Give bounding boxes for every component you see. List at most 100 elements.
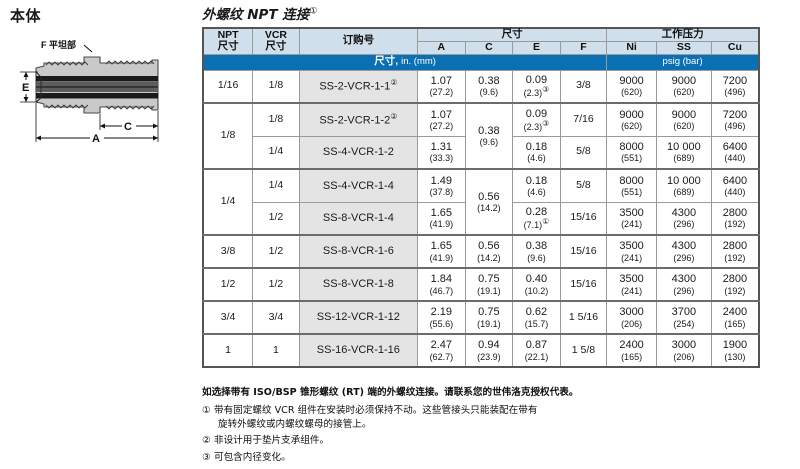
cell-pressure-ss: 9000 (620) (655, 69, 712, 104)
fitting-diagram: F 平坦部 (20, 39, 159, 144)
th-dim-c: C (464, 40, 514, 55)
cell-dim-c: 0.94 (23.9) (464, 333, 514, 368)
cell-pressure-cu: 2400 (165) (710, 300, 760, 335)
header-row-1: NPT 尺寸 VCR 尺寸 订购号 尺寸 工作压力 (202, 27, 760, 55)
cell-dim-e: 0.09 (2.3)③ (512, 102, 561, 137)
cell-dim-c: 0.38 (9.6) (464, 102, 514, 170)
cell-dim-a: 2.47 (62.7) (417, 333, 466, 368)
th-dimensions-group: 尺寸 (417, 27, 608, 42)
table-title: 外螺纹 NPT 连接① (202, 3, 317, 24)
cell-pressure-cu: 7200 (496) (710, 102, 760, 137)
th-dim-e: E (512, 40, 561, 55)
dimension-e: E (20, 71, 38, 103)
cell-dim-c: 0.75 (19.1) (464, 267, 514, 302)
page-title: 本体 (10, 7, 42, 25)
th-vcr-size: VCR 尺寸 (252, 27, 300, 55)
cell-dim-a: 1.07 (27.2) (417, 102, 466, 137)
cell-dim-f: 5/8 (559, 168, 608, 203)
diagram-label-a: A (92, 133, 100, 144)
cell-order-number: SS-4-VCR-1-2 (298, 135, 419, 170)
cell-vcr-size: 1/2 (252, 201, 300, 236)
table-title-text: 外螺纹 NPT 连接 (202, 7, 310, 23)
footnote-mark: ③ (202, 451, 211, 463)
table-row: 1/16 1/8 SS-2-VCR-1-1② 1.07 (27.2) 0.38 (9.6) 0… (202, 69, 760, 104)
cell-npt-size: 1/16 (202, 69, 254, 104)
cell-vcr-size: 1 (252, 333, 300, 368)
cell-dim-e: 0.38 (9.6) (512, 234, 561, 269)
cell-dim-a: 1.31 (33.3) (417, 135, 466, 170)
diagram-label-e: E (22, 82, 29, 94)
footnote-mark: ② (202, 435, 211, 447)
table-header: NPT 尺寸 VCR 尺寸 订购号 尺寸 工作压力 A C E F (202, 27, 760, 71)
cell-pressure-ss: 10 000 (689) (655, 168, 712, 203)
cell-order-number: SS-16-VCR-1-16 (298, 333, 419, 368)
cell-pressure-ss: 10 000 (689) (655, 135, 712, 170)
cell-dim-a: 1.84 (46.7) (417, 267, 466, 302)
cell-dim-f: 15/16 (559, 201, 608, 236)
footnote-text: 带有固定螺纹 VCR 组件在安装时必须保持不动。这些管接头只能装配在带有 旋转外螺… (214, 404, 538, 430)
th-vcr-size-line2: 尺寸 (265, 40, 287, 53)
cell-npt-size: 1/8 (202, 102, 254, 170)
cell-pressure-ss: 4300 (296) (655, 267, 712, 302)
th-order-number: 订购号 (298, 27, 419, 55)
cell-dim-c: 0.56 (14.2) (464, 168, 514, 236)
cell-order-number: SS-8-VCR-1-4 (298, 201, 419, 236)
footnote-lead: 如选择带有 ISO/BSP 锥形螺纹 (RT) 端的外螺纹连接。请联系您的世伟洛… (202, 387, 579, 398)
cell-dim-a: 1.49 (37.8) (417, 168, 466, 203)
cell-pressure-ss: 4300 (296) (655, 234, 712, 269)
footnote-text: 非设计用于垫片支承组件。 (214, 435, 330, 447)
cell-pressure-cu: 2800 (192) (710, 267, 760, 302)
cell-order-number: SS-2-VCR-1-2② (298, 102, 419, 137)
th-npt-size-line2: 尺寸 (217, 40, 239, 53)
cell-pressure-ni: 9000 (620) (606, 102, 657, 137)
cell-pressure-cu: 6400 (440) (710, 168, 760, 203)
dimension-a: A (35, 103, 159, 144)
footnote-text: 可包含内径变化。 (214, 451, 291, 463)
cell-vcr-size: 1/4 (252, 135, 300, 170)
cell-dim-f: 15/16 (559, 267, 608, 302)
th-pressure-ss: SS (655, 40, 712, 55)
table-row: 1 1 SS-16-VCR-1-16 2.47 (62.7) 0.94 (23.9) 0.87… (202, 333, 760, 368)
footnotes: 如选择带有 ISO/BSP 锥形螺纹 (RT) 端的外螺纹连接。请联系您的世伟洛… (202, 386, 798, 467)
cell-pressure-cu: 2800 (192) (710, 234, 760, 269)
footnote-item: ① 带有固定螺纹 VCR 组件在安装时必须保持不动。这些管接头只能装配在带有 旋转外… (202, 404, 798, 432)
specification-table: NPT 尺寸 VCR 尺寸 订购号 尺寸 工作压力 A C E F (202, 27, 760, 368)
cell-pressure-cu: 7200 (496) (710, 69, 760, 104)
cell-pressure-cu: 2800 (192) (710, 201, 760, 236)
unit-band-dimensions: 尺寸, in. (mm) (202, 53, 608, 71)
cell-pressure-ni: 3000 (206) (606, 300, 657, 335)
unit-band-pressure: psig (bar) (606, 53, 760, 71)
cell-dim-c: 0.75 (19.1) (464, 300, 514, 335)
th-pressure-cu: Cu (710, 40, 760, 55)
unit-band-dimensions-label: 尺寸, (374, 55, 399, 68)
cell-dim-f: 1 5/16 (559, 300, 608, 335)
cell-pressure-ni: 8000 (551) (606, 168, 657, 203)
cell-pressure-cu: 1900 (130) (710, 333, 760, 368)
fitting-body (35, 56, 159, 114)
table-row: 1/8 1/8 SS-2-VCR-1-2② 1.07 (27.2) 0.38 (9.6) 0.… (202, 102, 760, 170)
th-dim-f: F (559, 40, 608, 55)
cell-pressure-ss: 9000 (620) (655, 102, 712, 137)
cell-dim-e: 0.28 (7.1)① (512, 201, 561, 236)
cell-pressure-ni: 9000 (620) (606, 69, 657, 104)
th-pressure-ni: Ni (606, 40, 657, 55)
unit-band-dimensions-unit: in. (mm) (401, 56, 436, 68)
th-vcr-size-line1: VCR (264, 28, 287, 41)
cell-vcr-size: 1/4 (252, 168, 300, 203)
unit-band-row: 尺寸, in. (mm) psig (bar) (202, 53, 760, 71)
cell-dim-e: 0.62 (15.7) (512, 300, 561, 335)
table-row: 1/4 SS-4-VCR-1-2 1.31 (33.3) 0.18 (4.6) 5/8 800… (203, 135, 760, 170)
cell-dim-a: 1.65 (41.9) (417, 201, 466, 236)
cell-dim-f: 5/8 (559, 135, 608, 170)
cell-vcr-size: 1/8 (252, 69, 300, 104)
table-row: 1/2 1/2 SS-8-VCR-1-8 1.84 (46.7) 0.75 (19.1) 0.… (202, 267, 760, 302)
cell-dim-f: 3/8 (559, 69, 608, 104)
cell-vcr-size: 3/4 (252, 300, 300, 335)
cell-npt-size: 3/4 (202, 300, 254, 335)
cell-dim-a: 1.07 (27.2) (417, 69, 466, 104)
cell-dim-c: 0.56 (14.2) (464, 234, 514, 269)
cell-dim-a: 1.65 (41.9) (417, 234, 466, 269)
cell-vcr-size: 1/2 (252, 234, 300, 269)
table-row: 3/4 3/4 SS-12-VCR-1-12 2.19 (55.6) 0.75 (19.1)… (202, 300, 760, 335)
cell-dim-e: 0.40 (10.2) (512, 267, 561, 302)
